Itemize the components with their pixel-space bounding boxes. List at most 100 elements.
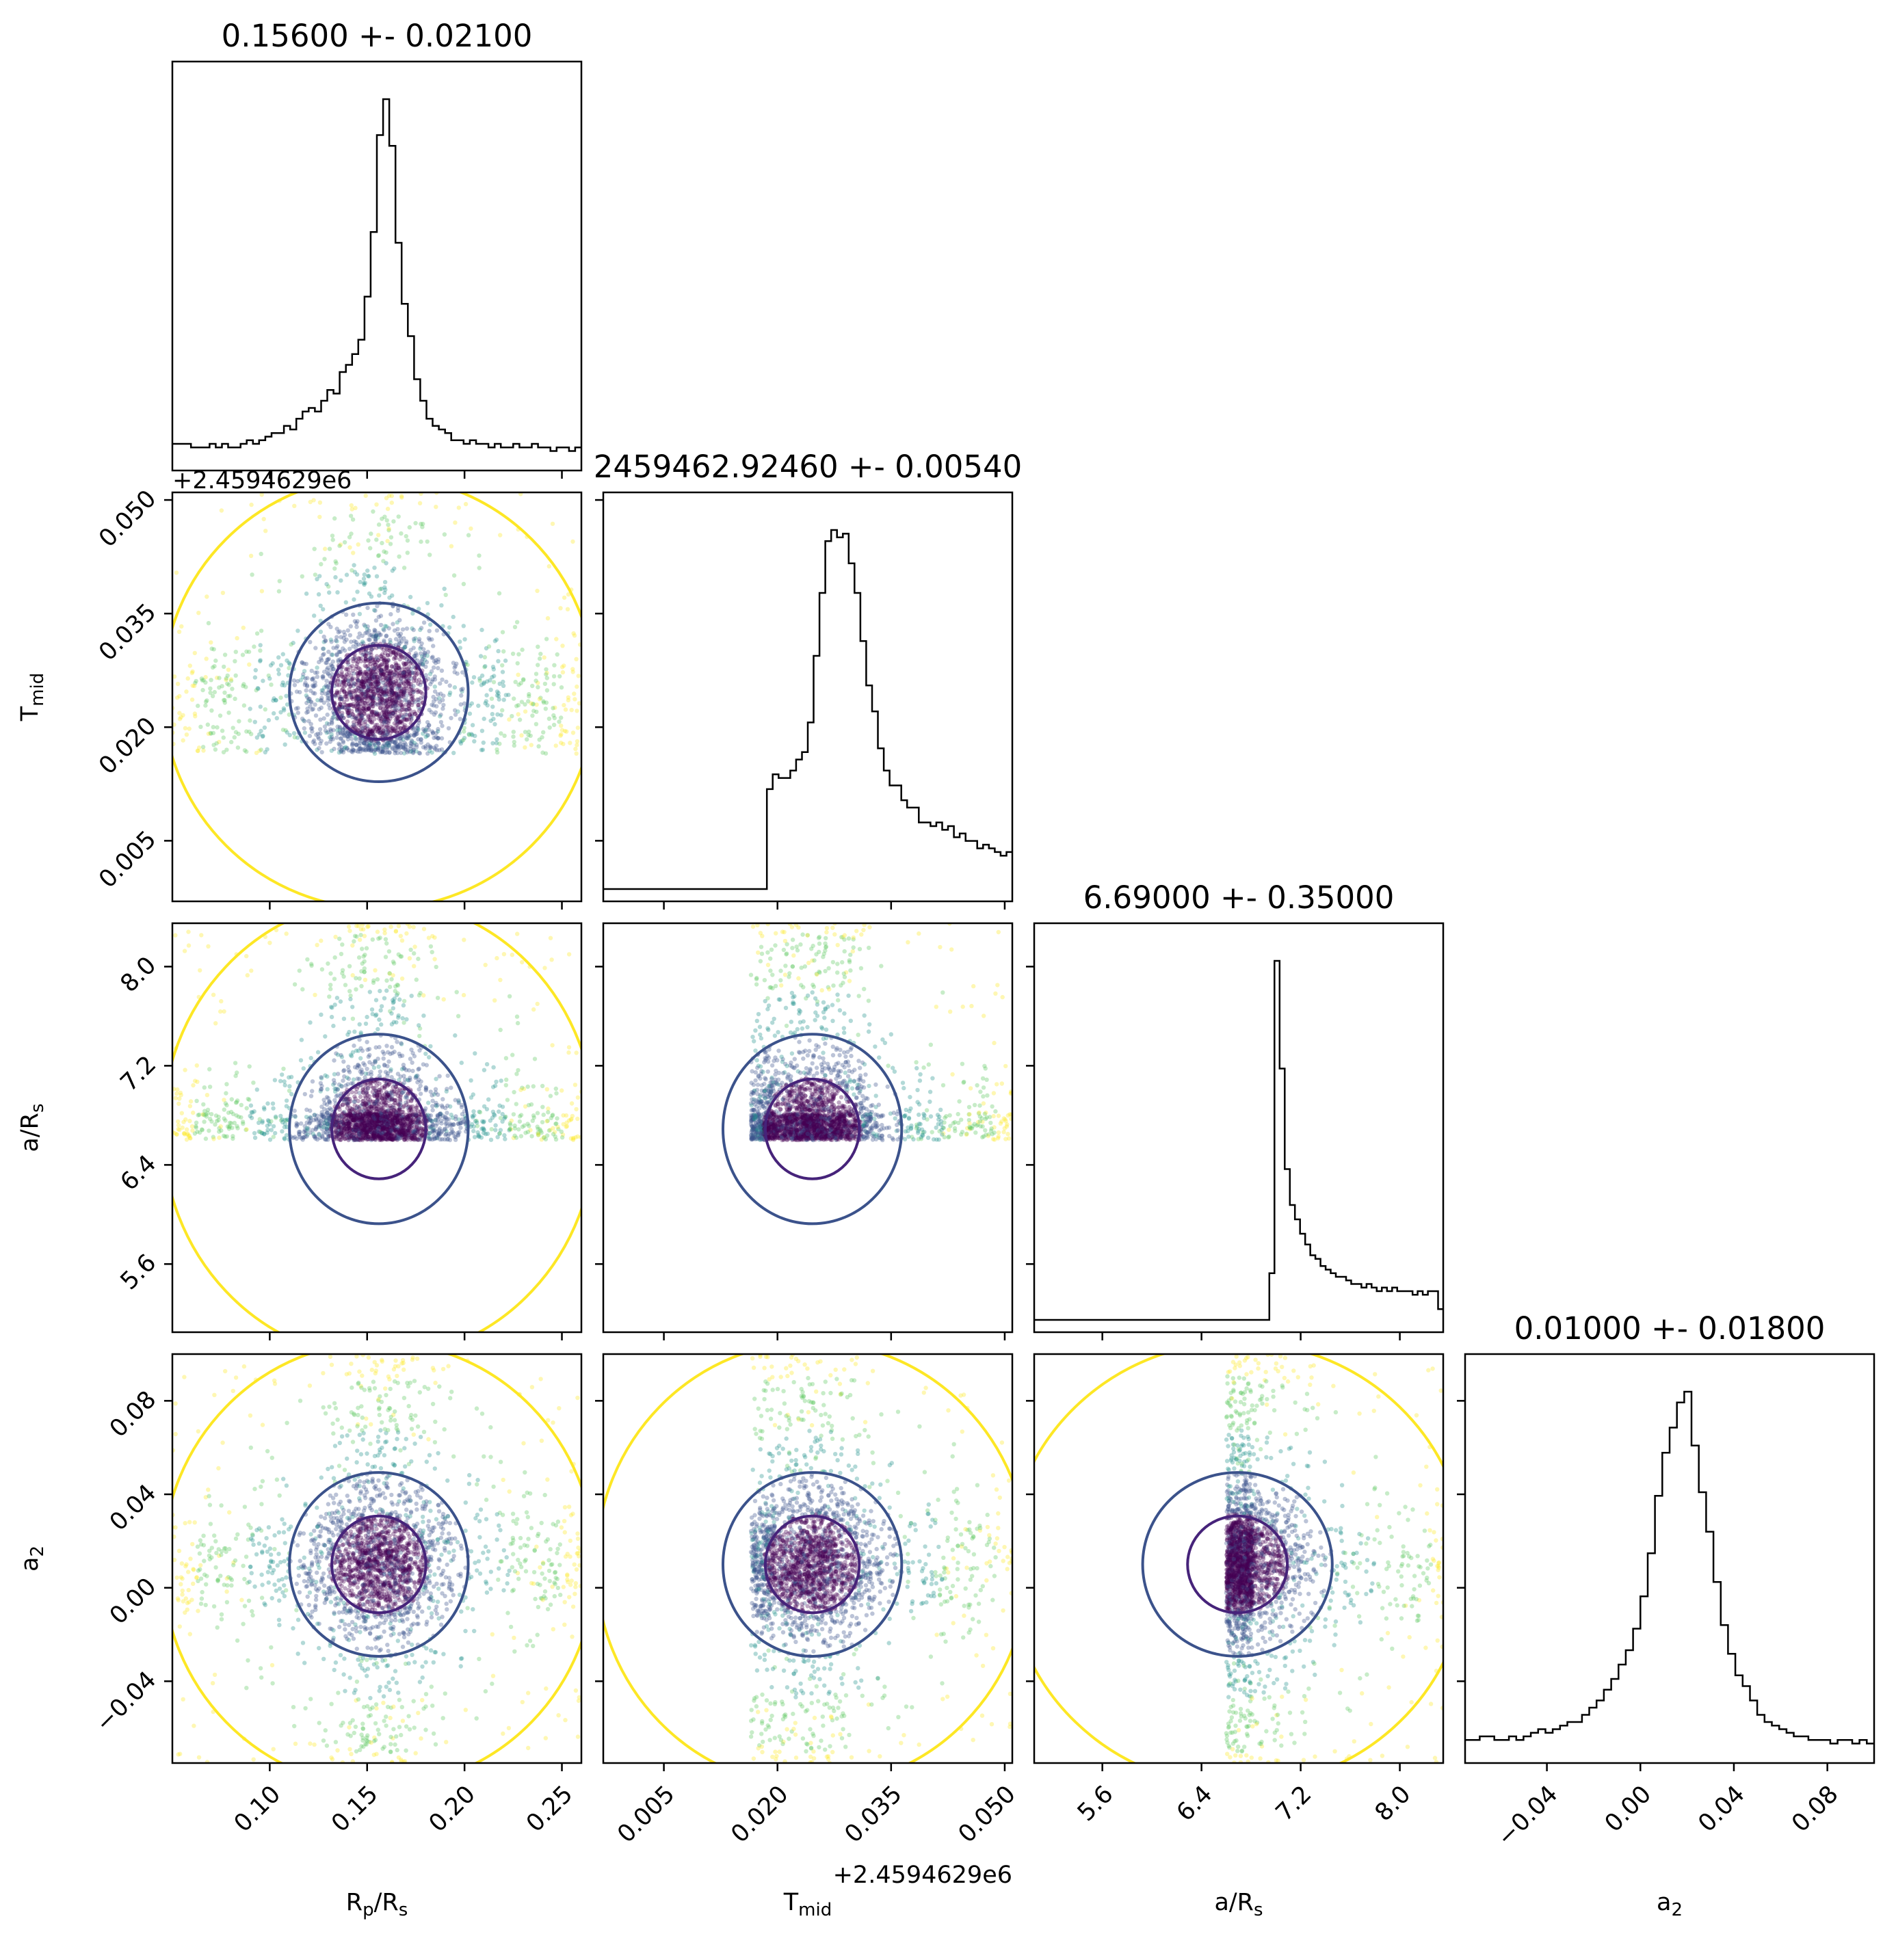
- scatter-point: [406, 665, 412, 670]
- scatter-point: [291, 678, 297, 683]
- scatter-point: [371, 1065, 377, 1070]
- scatter-point: [196, 1113, 200, 1117]
- scatter-point: [430, 654, 435, 659]
- scatter-point: [313, 992, 317, 998]
- scatter-point: [416, 700, 421, 705]
- scatter-point: [373, 747, 378, 752]
- scatter-point: [477, 1134, 482, 1139]
- scatter-point: [541, 1112, 546, 1117]
- scatter-point: [369, 1136, 373, 1141]
- scatter-point: [347, 733, 352, 739]
- scatter-point: [366, 667, 371, 672]
- scatter-point: [347, 1128, 352, 1133]
- scatter-point: [235, 1124, 239, 1128]
- scatter-point: [472, 739, 477, 744]
- scatter-point: [370, 704, 375, 708]
- scatter-point: [408, 1057, 413, 1061]
- scatter-point: [329, 652, 334, 657]
- scatter-point: [409, 1098, 414, 1104]
- scatter-point: [352, 1102, 357, 1108]
- scatter-point: [341, 732, 347, 737]
- scatter-point: [347, 710, 352, 715]
- scatter-point: [276, 655, 281, 660]
- scatter-point: [389, 1137, 394, 1142]
- scatter-point: [544, 688, 550, 693]
- scatter-panel-rprs-tmid: [171, 491, 583, 903]
- scatter-point: [477, 1110, 483, 1115]
- scatter-point: [208, 690, 213, 696]
- scatter-point: [373, 1059, 378, 1064]
- scatter-point: [383, 1070, 389, 1074]
- scatter-point: [488, 678, 492, 683]
- scatter-point: [516, 703, 521, 708]
- scatter-point: [244, 649, 249, 654]
- scatter-point: [324, 691, 328, 696]
- scatter-point: [388, 716, 393, 721]
- scatter-point: [359, 679, 364, 685]
- scatter-point: [488, 1118, 492, 1123]
- scatter-point: [386, 1093, 391, 1098]
- scatter-point: [185, 676, 190, 681]
- scatter-point: [216, 1117, 221, 1123]
- scatter-point: [393, 666, 398, 671]
- scatter-point: [428, 944, 434, 949]
- scatter-point: [365, 707, 369, 713]
- scatter-point: [410, 750, 416, 756]
- scatter-point: [366, 729, 371, 734]
- scatter-point: [350, 507, 354, 512]
- scatter-point: [284, 931, 289, 936]
- scatter-point: [341, 680, 347, 685]
- scatter-point: [354, 743, 359, 747]
- scatter-point: [324, 1102, 330, 1107]
- scatter-point: [334, 626, 339, 631]
- scatter-point: [374, 712, 380, 717]
- scatter-point: [366, 688, 371, 693]
- scatter-point: [351, 683, 356, 688]
- scatter-point: [348, 673, 354, 678]
- scatter-point: [326, 649, 331, 654]
- scatter-point: [356, 1134, 362, 1139]
- scatter-point: [354, 671, 360, 676]
- scatter-point: [295, 735, 300, 740]
- scatter-point: [374, 1012, 379, 1017]
- scatter-point: [327, 1120, 332, 1125]
- scatter-point: [261, 516, 266, 522]
- scatter-point: [384, 561, 389, 566]
- scatter-point: [440, 1113, 445, 1118]
- scatter-point: [339, 713, 345, 718]
- scatter-point: [496, 659, 501, 663]
- scatter-point: [389, 684, 394, 689]
- scatter-point: [369, 709, 374, 715]
- scatter-point: [549, 957, 554, 962]
- scatter-point: [490, 1085, 496, 1089]
- scatter-point: [484, 1062, 490, 1067]
- scatter-point: [562, 663, 566, 668]
- scatter-point: [389, 700, 393, 705]
- scatter-point: [553, 1086, 558, 1091]
- scatter-point: [366, 1126, 371, 1130]
- scatter-point: [434, 1100, 438, 1106]
- scatter-point: [201, 678, 206, 683]
- scatter-point: [389, 698, 394, 703]
- scatter-point: [531, 1115, 536, 1120]
- scatter-point: [498, 977, 503, 983]
- scatter-point: [404, 657, 409, 662]
- scatter-point: [339, 1135, 343, 1139]
- scatter-point: [430, 1098, 435, 1103]
- scatter-point: [305, 684, 310, 689]
- scatter-point: [394, 743, 399, 749]
- scatter-point: [392, 708, 397, 713]
- scatter-point: [414, 678, 419, 683]
- scatter-point: [338, 649, 343, 654]
- scatter-point: [350, 677, 355, 683]
- scatter-point: [300, 574, 304, 579]
- scatter-point: [544, 676, 549, 680]
- scatter-point: [559, 665, 565, 670]
- scatter-point: [367, 1115, 373, 1120]
- scatter-point: [373, 665, 379, 670]
- scatter-point: [323, 728, 328, 733]
- scatter-point: [395, 695, 400, 700]
- scatter-point: [349, 1081, 354, 1086]
- scatter-point: [380, 745, 386, 750]
- scatter-point: [295, 706, 300, 711]
